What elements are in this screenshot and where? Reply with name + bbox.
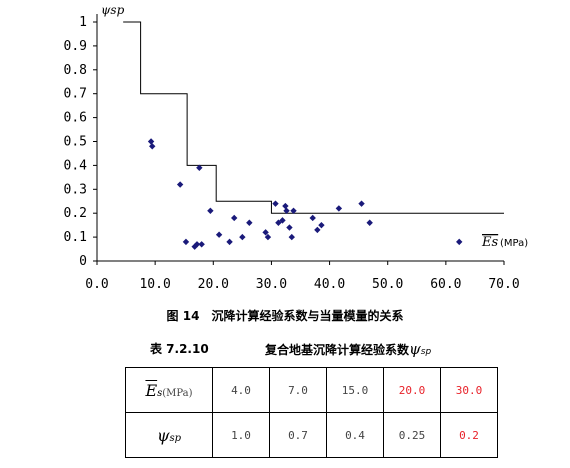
data-point [191,243,198,250]
data-point [176,181,184,188]
data-point [226,238,233,246]
scatter-chart: 0.0 10.0 20.0 30.0 40.0 50.0 60.0 70.0 0 0.1 0.2 0.… [64,3,529,292]
table-cell: 0.4 [326,412,384,458]
data-point [358,200,365,207]
y-axis-label: ψsp [101,3,125,17]
table-title-symbol-sub: sp [420,347,432,357]
x-tick-label: 0.0 [85,277,108,292]
table-title: 复合地基沉降计算经验系数ψsp [265,340,431,358]
coefficient-table: Es(MPa) 4.0 7.0 15.0 20.0 30.0 ψsp 1.0 0… [125,367,498,458]
header-es: Es(MPa) [125,367,213,413]
axis-labels: ψsp Es (MPa) [101,3,528,250]
step-line-series [123,21,504,214]
header-psi: ψsp [125,412,213,458]
psi-symbol: ψ [156,425,170,445]
figure-caption-text: 沉降计算经验系数与当量模量的关系 [211,309,404,323]
data-point [239,233,246,241]
table-title-text: 复合地基沉降计算经验系数 [265,343,410,357]
step-line [123,21,504,214]
y-tick-label: 0.8 [64,63,87,78]
x-tick-label: 30.0 [256,277,287,292]
table-cell: 1.0 [212,412,270,458]
y-tick-label: 0.9 [64,39,87,54]
x-axis-label-unit: (MPa) [500,238,528,249]
x-tick-label: 50.0 [372,277,403,292]
chart-axes [96,14,504,262]
es-unit: (MPa) [162,387,193,399]
table-title-symbol: ψ [409,340,421,358]
y-tick-label: 0.2 [64,206,87,221]
figure-caption: 图 14 沉降计算经验系数与当量模量的关系 [0,307,570,324]
es-sub: s [157,387,163,399]
figure-number: 图 14 [166,309,200,323]
table-cell: 0.7 [269,412,327,458]
point-series [147,138,463,250]
data-point [196,164,203,171]
y-tick-label: 0.1 [64,230,87,245]
x-tick-label: 10.0 [139,277,170,292]
y-tick-label: 0.7 [64,87,87,102]
tick-labels: 0.0 10.0 20.0 30.0 40.0 50.0 60.0 70.0 0 0.1 0.2 0.… [64,15,520,292]
data-point [182,238,190,246]
data-point [318,221,325,229]
data-point [231,214,238,222]
data-point [286,224,293,231]
table-cell-highlight: 30.0 [440,367,498,413]
data-point [246,219,253,226]
data-point [149,143,156,150]
data-point [275,219,282,226]
data-point [198,241,205,248]
data-point [272,200,279,207]
data-point [283,207,290,215]
y-tick-label: 1 [79,15,87,30]
data-point [288,233,295,241]
table-cell: 4.0 [212,367,270,413]
table-cell: 0.25 [383,412,441,458]
x-tick-label: 60.0 [430,277,461,292]
table-cell-highlight: 0.2 [440,412,498,458]
data-point [207,207,214,215]
y-tick-label: 0 [79,254,87,269]
table-cell: 15.0 [326,367,384,413]
es-symbol: E [145,380,158,400]
table-row: Es(MPa) 4.0 7.0 15.0 20.0 30.0 [125,367,498,413]
data-point [282,202,289,210]
table-row: ψsp 1.0 0.7 0.4 0.25 0.2 [125,412,498,458]
y-tick-label: 0.6 [64,111,87,126]
data-point [147,138,155,145]
data-point [193,241,201,248]
x-tick-label: 70.0 [488,277,519,292]
data-point [335,205,343,212]
table-number: 表 7.2.10 [150,342,209,356]
data-point [215,231,223,238]
table-cell: 7.0 [269,367,327,413]
data-point [456,238,463,246]
data-point [309,214,316,222]
y-tick-label: 0.3 [64,182,87,197]
y-tick-label: 0.4 [64,158,88,173]
x-axis-label-symbol: Es [481,235,498,250]
data-point [314,226,321,234]
data-point [262,229,269,236]
psi-sub: sp [169,432,182,444]
data-point [290,207,297,215]
y-tick-label: 0.5 [64,135,87,150]
x-tick-label: 40.0 [314,277,345,292]
data-point [264,233,272,241]
table-cell-highlight: 20.0 [383,367,441,413]
data-point [366,219,373,226]
x-tick-label: 20.0 [198,277,229,292]
data-point [279,217,286,224]
